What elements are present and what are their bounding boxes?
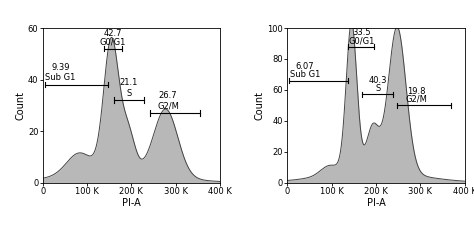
Text: G2/M: G2/M [406,95,428,104]
Text: 21.1: 21.1 [120,78,138,87]
Text: 9.39: 9.39 [51,63,70,72]
Text: S: S [127,89,132,98]
Text: G0/G1: G0/G1 [348,36,374,45]
Text: G2/M: G2/M [157,102,179,110]
Y-axis label: Count: Count [15,91,25,120]
Text: 6.07: 6.07 [296,62,314,71]
Text: 33.5: 33.5 [352,28,371,37]
Text: 26.7: 26.7 [159,91,177,100]
Text: 19.8: 19.8 [408,87,426,96]
Text: 42.7: 42.7 [103,29,122,38]
X-axis label: PI-A: PI-A [122,198,141,208]
Text: S: S [375,84,381,93]
Text: Sub G1: Sub G1 [45,73,75,82]
Text: 40.3: 40.3 [369,76,387,85]
Text: G0/G1: G0/G1 [100,37,126,46]
X-axis label: PI-A: PI-A [366,198,385,208]
Text: Sub G1: Sub G1 [290,70,320,79]
Y-axis label: Count: Count [255,91,264,120]
